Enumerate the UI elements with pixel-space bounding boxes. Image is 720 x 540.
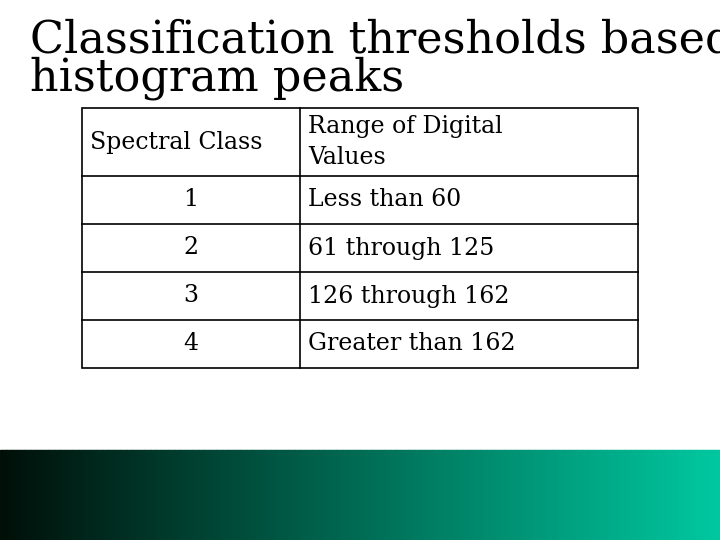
Text: Spectral Class: Spectral Class xyxy=(90,131,263,153)
Text: histogram peaks: histogram peaks xyxy=(30,56,404,100)
Text: 126 through 162: 126 through 162 xyxy=(308,285,510,307)
Text: Range of Digital
Values: Range of Digital Values xyxy=(308,116,503,168)
Text: Less than 60: Less than 60 xyxy=(308,188,462,212)
Text: 1: 1 xyxy=(184,188,199,212)
Text: 2: 2 xyxy=(184,237,199,260)
Text: 61 through 125: 61 through 125 xyxy=(308,237,494,260)
Bar xyxy=(82,108,638,368)
Text: Greater than 162: Greater than 162 xyxy=(308,333,516,355)
Text: 4: 4 xyxy=(184,333,199,355)
Text: Classification thresholds based on: Classification thresholds based on xyxy=(30,18,720,62)
Text: 3: 3 xyxy=(184,285,199,307)
